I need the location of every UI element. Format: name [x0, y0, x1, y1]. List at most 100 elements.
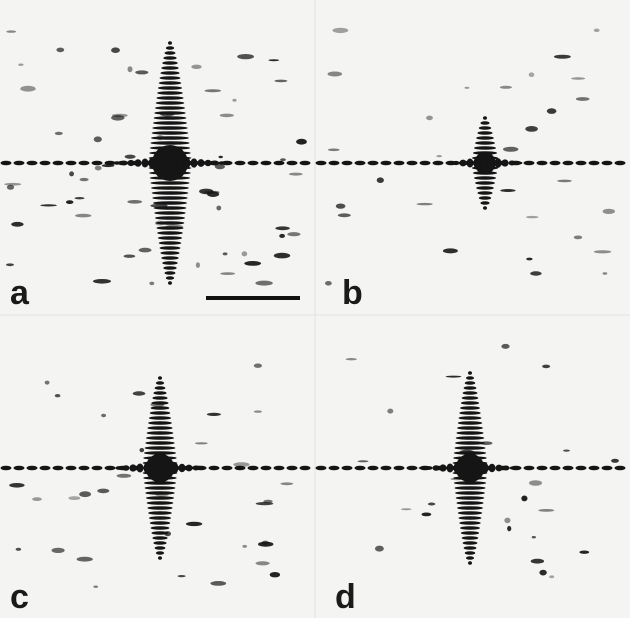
speck [195, 442, 208, 444]
lattice-spot [483, 116, 487, 120]
lattice-spot [480, 121, 489, 125]
speck [594, 250, 611, 253]
speck [191, 65, 201, 69]
speck [574, 236, 582, 240]
streak-spot [274, 161, 285, 166]
speck [254, 410, 262, 412]
central-band [128, 160, 135, 166]
central-band [121, 161, 128, 166]
speck [328, 72, 343, 77]
speck [525, 126, 538, 132]
lattice-spot [155, 106, 185, 110]
central-band [142, 159, 149, 168]
lattice-spot [147, 501, 174, 505]
lattice-spot [163, 266, 176, 270]
streak-spot [222, 466, 233, 471]
lattice-spot [149, 516, 171, 520]
speck [56, 48, 64, 53]
speck [9, 483, 24, 488]
central-band [475, 462, 482, 474]
central-band [144, 463, 151, 474]
speck [40, 204, 57, 206]
speck [95, 166, 102, 171]
speck [274, 80, 287, 83]
lattice-spot [146, 436, 174, 440]
speck [346, 358, 357, 360]
speck [55, 132, 63, 135]
speck [4, 183, 21, 186]
speck [97, 489, 109, 494]
streak-spot [537, 466, 548, 471]
lattice-spot [156, 96, 183, 100]
lattice-spot [457, 506, 483, 510]
streak-spot [394, 161, 405, 166]
speck [526, 216, 538, 218]
lattice-spot [475, 141, 495, 145]
lattice-spot [147, 506, 172, 510]
central-band [198, 159, 205, 167]
lattice-spot [464, 386, 477, 390]
streak-spot [66, 466, 77, 471]
central-band [137, 464, 144, 473]
speck [465, 87, 470, 89]
lattice-spot [462, 536, 479, 540]
lattice-spot [477, 191, 492, 195]
lattice-spot [475, 181, 495, 185]
lattice-spot [466, 376, 474, 380]
speck [220, 272, 235, 275]
central-band [495, 158, 502, 168]
speck [422, 513, 432, 517]
speck [52, 548, 65, 553]
speck [611, 459, 619, 463]
streak-spot [589, 466, 600, 471]
speck [102, 164, 115, 167]
speck [149, 282, 154, 286]
speck [526, 258, 532, 261]
lattice-spot [154, 116, 187, 120]
streak-spot [420, 161, 431, 166]
central-band [149, 158, 156, 168]
speck [55, 394, 61, 397]
streak-spot [602, 161, 613, 166]
speck [268, 59, 279, 61]
speck [196, 262, 200, 268]
lattice-spot [145, 446, 176, 450]
streak-spot [563, 466, 574, 471]
speck [451, 478, 464, 480]
speck [160, 112, 175, 117]
central-band [460, 160, 467, 167]
speck [68, 496, 80, 500]
speck [127, 200, 142, 204]
speck [256, 502, 274, 505]
central-band [135, 159, 142, 167]
speck [79, 491, 91, 497]
streak-spot [261, 466, 272, 471]
streak-spot [433, 161, 444, 166]
lattice-spot [164, 51, 175, 55]
speck [242, 251, 248, 256]
speck [45, 381, 50, 385]
speck [151, 402, 165, 407]
central-band [170, 156, 177, 169]
lattice-spot [474, 176, 496, 180]
speck [338, 213, 351, 217]
lattice-spot [160, 246, 181, 250]
streak-spot [537, 161, 548, 166]
speck [576, 97, 590, 101]
central-band [165, 462, 172, 474]
speck [93, 279, 111, 284]
lattice-spot [465, 381, 476, 385]
central-band [502, 159, 509, 166]
speck [504, 518, 510, 524]
lattice-spot [153, 121, 187, 125]
lattice-spot [163, 56, 176, 60]
speck [289, 173, 303, 176]
lattice-spot [159, 81, 182, 85]
speck [557, 180, 572, 183]
streak-spot [248, 466, 259, 471]
lattice-spot [158, 86, 182, 90]
speck [133, 391, 146, 395]
central-band [516, 162, 523, 165]
speck [223, 252, 228, 255]
lattice-spot [468, 561, 472, 565]
